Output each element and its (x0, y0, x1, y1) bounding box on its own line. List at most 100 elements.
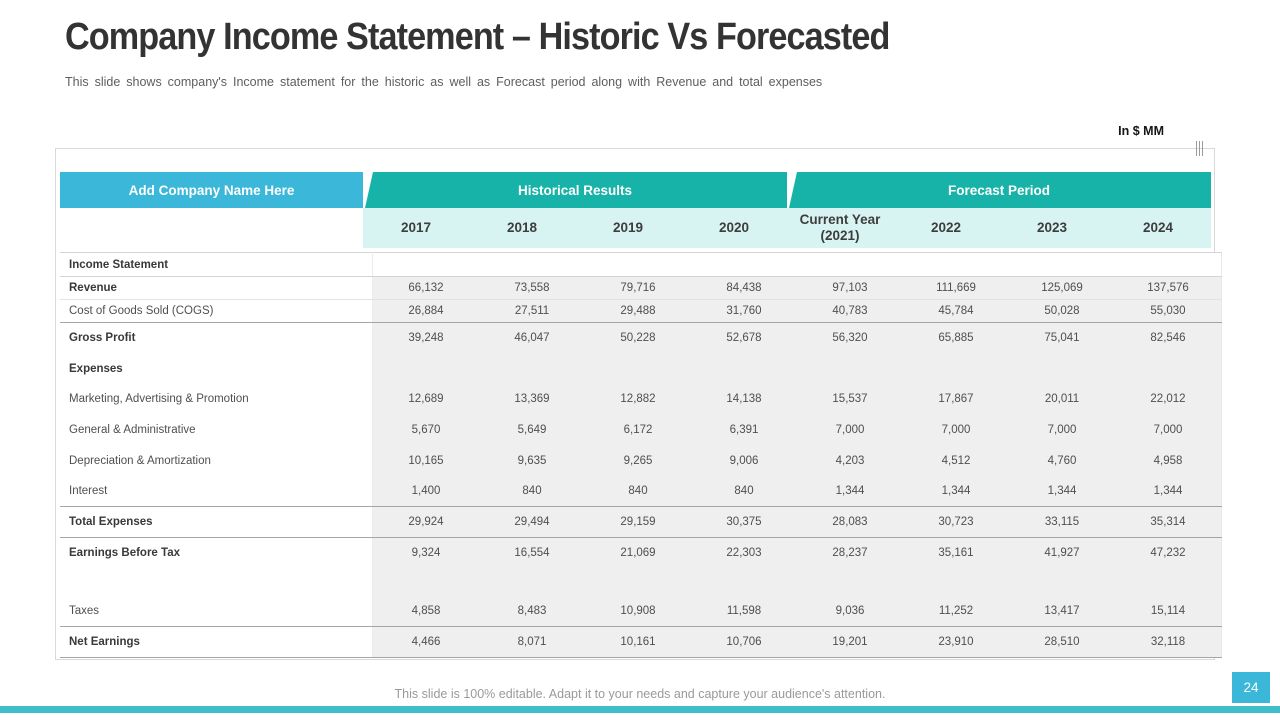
table-header-bars: Add Company Name Here Historical Results… (60, 172, 1211, 208)
cell-value: 30,375 (691, 506, 797, 538)
page-title: Company Income Statement – Historic Vs F… (65, 16, 890, 58)
cell-value: 6,391 (691, 414, 797, 446)
cell-value: 30,723 (903, 506, 1009, 538)
cell-value: 17,867 (903, 383, 1009, 415)
table-row: General & Administrative 5,670 5,649 6,172 6… (60, 414, 1222, 446)
cell-value: 10,161 (585, 626, 691, 658)
row-label: Income Statement (60, 252, 373, 277)
cell-value: 10,165 (372, 445, 479, 477)
cell-value: 39,248 (372, 322, 479, 354)
cell-value (479, 353, 585, 384)
cell-value: 79,716 (585, 276, 691, 300)
cell-value: 125,069 (1009, 276, 1115, 300)
cell-value: 26,884 (372, 299, 479, 323)
cell-value: 1,344 (797, 476, 903, 507)
company-name-header[interactable]: Add Company Name Here (60, 172, 363, 208)
table-body: Income Statement Revenue 66,132 73,558 79,71… (60, 252, 1222, 658)
row-label: Total Expenses (60, 506, 373, 538)
row-label: General & Administrative (60, 414, 373, 446)
year-header-cell: 2019 (612, 220, 644, 236)
year-header-cell: 2023 (1036, 220, 1068, 236)
cell-value: 4,958 (1115, 445, 1222, 477)
cell-value: 29,924 (372, 506, 479, 538)
cell-value: 12,689 (372, 383, 479, 415)
cell-value: 9,635 (479, 445, 585, 477)
cell-value: 41,927 (1009, 537, 1115, 568)
year-header-row-wrap: 2017 2018 2019 2020 Current Year (2021) 2022 2… (60, 208, 1211, 248)
cell-value (1009, 567, 1115, 596)
year-header-cell: 2020 (718, 220, 750, 236)
cell-value: 9,324 (372, 537, 479, 568)
cell-value (1009, 252, 1115, 277)
cell-value (479, 252, 585, 277)
cell-value: 840 (479, 476, 585, 507)
cell-value: 22,303 (691, 537, 797, 568)
cell-value: 28,237 (797, 537, 903, 568)
cell-value: 45,784 (903, 299, 1009, 323)
cell-value: 840 (585, 476, 691, 507)
cell-value: 4,760 (1009, 445, 1115, 477)
cell-value (797, 353, 903, 384)
cell-value (691, 252, 797, 277)
cell-value (1115, 252, 1222, 277)
cell-value: 111,669 (903, 276, 1009, 300)
cell-value (691, 353, 797, 384)
year-header-cell: 2022 (930, 220, 962, 236)
cell-value: 46,047 (479, 322, 585, 354)
cell-value (372, 567, 479, 596)
row-label: Gross Profit (60, 322, 373, 354)
cell-value: 29,488 (585, 299, 691, 323)
cell-value: 9,036 (797, 595, 903, 627)
cell-value: 56,320 (797, 322, 903, 354)
cell-value: 73,558 (479, 276, 585, 300)
bottom-accent-bar (0, 706, 1280, 713)
cell-value: 23,910 (903, 626, 1009, 658)
group-header-historical: Historical Results (365, 172, 787, 208)
cell-value (903, 252, 1009, 277)
year-header-cell: 2024 (1142, 220, 1174, 236)
cell-value: 66,132 (372, 276, 479, 300)
table-row: Depreciation & Amortization 10,165 9,635 9,… (60, 445, 1222, 477)
cell-value: 15,537 (797, 383, 903, 415)
cell-value (1115, 353, 1222, 384)
row-label: Expenses (60, 353, 373, 384)
page-subtitle: This slide shows company's Income statem… (65, 75, 823, 89)
cell-value (691, 567, 797, 596)
cell-value: 7,000 (903, 414, 1009, 446)
resize-handle-icon[interactable] (1196, 141, 1204, 156)
cell-value: 82,546 (1115, 322, 1222, 354)
cell-value: 47,232 (1115, 537, 1222, 568)
cell-value: 840 (691, 476, 797, 507)
row-label: Marketing, Advertising & Promotion (60, 383, 373, 415)
cell-value: 28,510 (1009, 626, 1115, 658)
table-row: Revenue 66,132 73,558 79,716 84,438 97,103 111… (60, 276, 1222, 300)
table-row: Taxes 4,858 8,483 10,908 11,598 9,036 11,252 13… (60, 595, 1222, 627)
cell-value: 35,314 (1115, 506, 1222, 538)
cell-value: 7,000 (797, 414, 903, 446)
table-spacer-row (60, 567, 1222, 596)
table-row: Total Expenses 29,924 29,494 29,159 30,375 28… (60, 506, 1222, 538)
table-frame: Add Company Name Here Historical Results… (55, 141, 1222, 660)
row-label: Revenue (60, 276, 373, 300)
cell-value (585, 252, 691, 277)
cell-value: 19,201 (797, 626, 903, 658)
cell-value: 65,885 (903, 322, 1009, 354)
cell-value (1115, 567, 1222, 596)
cell-value: 29,159 (585, 506, 691, 538)
cell-value: 52,678 (691, 322, 797, 354)
cell-value (903, 567, 1009, 596)
cell-value: 14,138 (691, 383, 797, 415)
cell-value: 29,494 (479, 506, 585, 538)
cell-value: 10,706 (691, 626, 797, 658)
year-header-row: 2017 2018 2019 2020 Current Year (2021) 2022 2… (363, 208, 1211, 248)
row-label: Interest (60, 476, 373, 507)
cell-value: 4,203 (797, 445, 903, 477)
cell-value: 11,252 (903, 595, 1009, 627)
year-header-cell: Current Year (2021) (799, 212, 881, 243)
table-row: Gross Profit 39,248 46,047 50,228 52,678 56,3… (60, 322, 1222, 354)
cell-value: 4,466 (372, 626, 479, 658)
cell-value (479, 567, 585, 596)
cell-value: 8,071 (479, 626, 585, 658)
cell-value: 9,006 (691, 445, 797, 477)
cell-value: 4,512 (903, 445, 1009, 477)
